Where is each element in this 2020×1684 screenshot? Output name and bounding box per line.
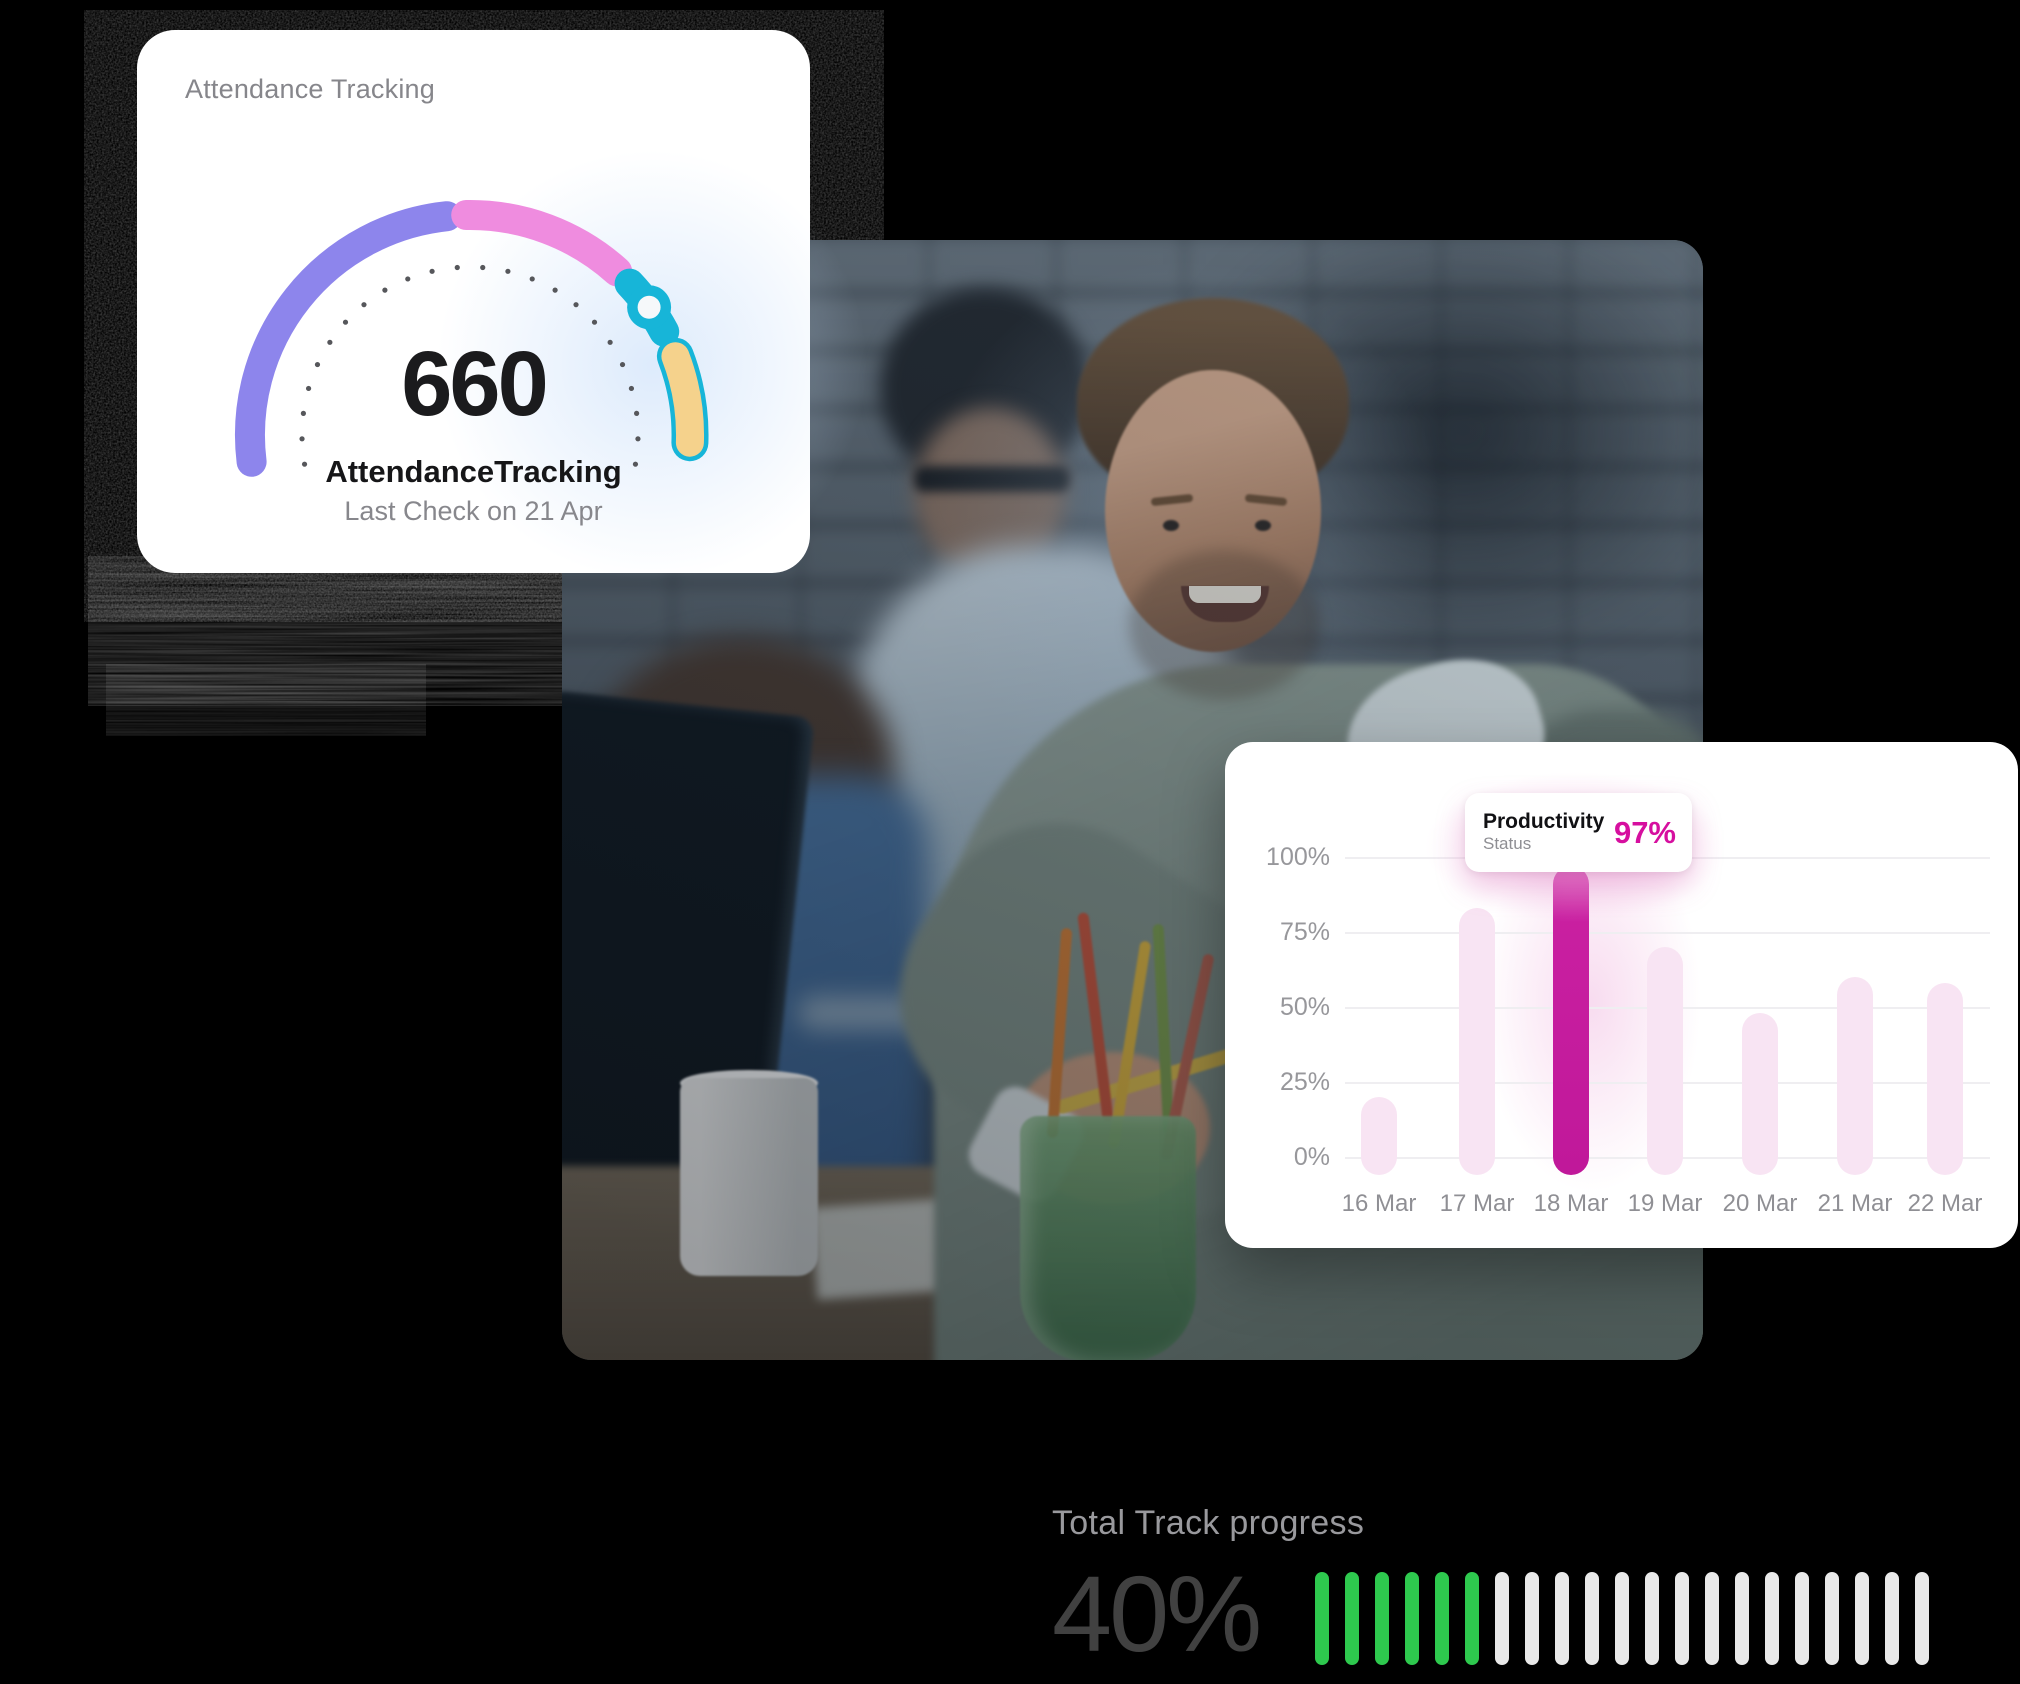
progress-segment xyxy=(1675,1572,1689,1665)
gauge-tick xyxy=(632,461,639,467)
bar-22-mar[interactable] xyxy=(1927,983,1963,1175)
photo-man-stubble xyxy=(1129,550,1319,700)
bar-19-mar[interactable] xyxy=(1647,947,1683,1175)
gauge-tick xyxy=(382,287,388,293)
attendance-card-title: Attendance Tracking xyxy=(185,74,435,104)
gauge-tick xyxy=(300,410,306,416)
total-track-progress-title: Total Track progress xyxy=(1052,1504,1365,1542)
progress-segment xyxy=(1405,1572,1419,1665)
gauge-tick xyxy=(480,264,486,271)
y-axis-tick-label: 100% xyxy=(1266,843,1330,871)
gauge-segment-yellow xyxy=(661,342,705,457)
progress-segment xyxy=(1495,1572,1509,1665)
productivity-card: 100% 75% 50% 25% 0% 16 Mar 17 Mar 18 Mar 19 Mar 2… xyxy=(1225,742,2018,1248)
gauge-segment-purple xyxy=(234,201,462,477)
bar-20-mar[interactable] xyxy=(1742,1013,1778,1175)
attendance-gauge-chart xyxy=(234,199,709,477)
gauge-tick xyxy=(361,302,367,308)
x-axis-tick-label: 20 Mar xyxy=(1722,1190,1798,1217)
x-axis-tick-label: 22 Mar xyxy=(1907,1190,1983,1217)
gauge-tick xyxy=(301,461,308,467)
y-axis-tick-label: 50% xyxy=(1279,993,1330,1021)
photo-man-eye xyxy=(1163,520,1179,531)
progress-segment xyxy=(1345,1572,1359,1665)
gauge-tick xyxy=(634,410,640,416)
gauge-tick xyxy=(454,264,460,271)
gauge-tick xyxy=(305,385,312,392)
progress-segment xyxy=(1555,1572,1569,1665)
gauge-tick xyxy=(591,319,598,325)
gauge-tick xyxy=(299,436,305,442)
progress-segment xyxy=(1645,1572,1659,1665)
tooltip-value: 97% xyxy=(1613,814,1676,850)
progress-segment xyxy=(1525,1572,1539,1665)
gauge-tick xyxy=(405,276,411,282)
progress-segment xyxy=(1885,1572,1899,1665)
total-track-progress-bar xyxy=(1315,1572,1929,1665)
progress-segment xyxy=(1465,1572,1479,1665)
tooltip-title: Productivity xyxy=(1483,810,1605,834)
gauge-tick xyxy=(552,287,558,293)
photo-man-head xyxy=(1077,298,1349,700)
x-axis-tick-label: 16 Mar xyxy=(1341,1190,1417,1217)
gauge-tick xyxy=(342,319,349,325)
photo-man-teeth xyxy=(1189,586,1261,603)
progress-segment xyxy=(1765,1572,1779,1665)
gauge-tick xyxy=(327,339,333,345)
progress-segment xyxy=(1615,1572,1629,1665)
photo-background-person-glasses xyxy=(914,466,1070,492)
photo-man-eye xyxy=(1255,520,1271,531)
photo-mug xyxy=(680,1078,818,1276)
gauge-tick xyxy=(635,436,641,442)
progress-segment xyxy=(1735,1572,1749,1665)
progress-segment xyxy=(1375,1572,1389,1665)
gauge-tick xyxy=(607,339,613,345)
progress-segment xyxy=(1705,1572,1719,1665)
x-axis-tick-label: 21 Mar xyxy=(1817,1190,1893,1217)
x-axis-tick-label: 19 Mar xyxy=(1627,1190,1703,1217)
tooltip-subtitle: Status xyxy=(1483,834,1532,854)
gauge-tick xyxy=(505,268,511,274)
y-axis-tick-label: 75% xyxy=(1279,918,1330,946)
gauge-tick xyxy=(628,385,635,392)
bar-21-mar[interactable] xyxy=(1837,977,1873,1175)
gauge-tick xyxy=(529,276,535,282)
total-track-progress-percent: 40% xyxy=(1052,1553,1262,1674)
y-axis-tick-label: 0% xyxy=(1293,1143,1330,1171)
tooltip-text: Productivity Status xyxy=(1483,810,1604,855)
gauge-knob-dot xyxy=(637,295,661,319)
bar-17-mar[interactable] xyxy=(1459,908,1495,1175)
progress-segment xyxy=(1825,1572,1839,1665)
gauge-tick xyxy=(429,268,435,274)
gauge-tick xyxy=(619,361,626,368)
gauge-label: AttendanceTracking xyxy=(325,454,622,489)
bar-16-mar[interactable] xyxy=(1361,1097,1397,1175)
y-axis-tick-label: 25% xyxy=(1279,1068,1330,1096)
photo-pencil-cup xyxy=(1020,1116,1196,1360)
gauge-value: 660 xyxy=(401,333,549,435)
x-axis-tick-label: 18 Mar xyxy=(1533,1190,1609,1217)
progress-segment xyxy=(1315,1572,1329,1665)
gridline xyxy=(1345,932,1990,934)
x-axis-tick-label: 17 Mar xyxy=(1439,1190,1515,1217)
gauge-tick xyxy=(573,302,579,308)
productivity-bar-chart: 100% 75% 50% 25% 0% 16 Mar 17 Mar 18 Mar 19 Mar 2… xyxy=(1225,742,2018,1248)
progress-segment xyxy=(1855,1572,1869,1665)
progress-segment xyxy=(1585,1572,1599,1665)
gauge-tick xyxy=(314,361,321,368)
gauge-sublabel: Last Check on 21 Apr xyxy=(344,496,603,526)
gauge-segment-pink xyxy=(451,199,633,287)
progress-segment xyxy=(1435,1572,1449,1665)
attendance-tracking-card: Attendance Tracking 660 AttendanceTracki… xyxy=(137,30,867,580)
productivity-tooltip: Productivity Status 97% xyxy=(1465,793,1692,872)
progress-segment xyxy=(1915,1572,1929,1665)
progress-segment xyxy=(1795,1572,1809,1665)
